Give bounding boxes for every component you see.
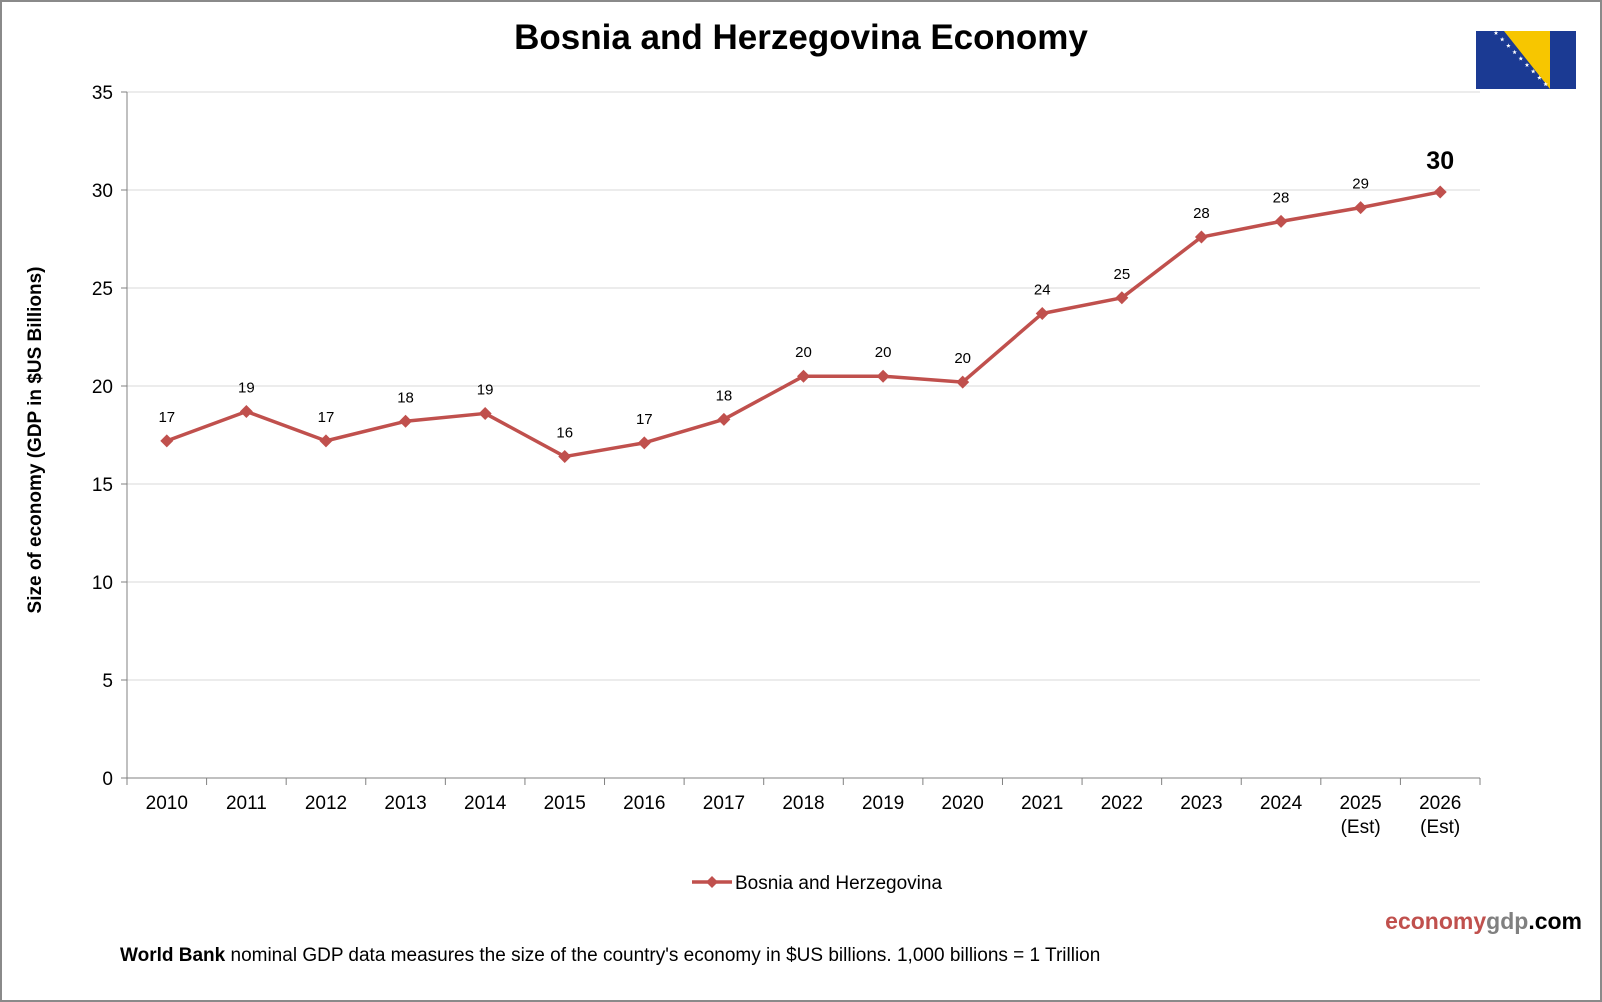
- data-label: 29: [1352, 176, 1369, 193]
- flag-star-icon: [1518, 56, 1524, 61]
- data-label: 20: [875, 344, 892, 361]
- data-point: [1115, 291, 1129, 305]
- data-label: 17: [318, 409, 335, 426]
- x-tick-label: 2012: [305, 793, 347, 814]
- x-tick-label: 2010: [146, 793, 188, 814]
- data-label: 28: [1273, 189, 1290, 206]
- flag-star-icon: [1530, 69, 1536, 74]
- x-tick-label: 2023: [1180, 793, 1222, 814]
- flag-stars: [1493, 31, 1548, 87]
- x-tick-label: 2017: [703, 793, 745, 814]
- x-tick-label: 2013: [384, 793, 426, 814]
- chart-title: Bosnia and Herzegovina Economy: [514, 18, 1088, 57]
- bosnia-flag-icon: [1476, 31, 1576, 89]
- data-label: 19: [238, 379, 255, 396]
- data-point: [399, 414, 413, 428]
- x-tick-label: 2025 (Est): [1339, 793, 1381, 838]
- flag-star-icon: [1512, 49, 1517, 55]
- data-point: [1433, 185, 1447, 199]
- data-label: 17: [158, 409, 175, 426]
- data-label: 17: [636, 411, 653, 428]
- x-tick-label: 2014: [464, 793, 507, 814]
- data-label: 20: [795, 344, 812, 361]
- data-point: [717, 412, 731, 426]
- y-tick-label: 20: [92, 377, 113, 398]
- data-point: [558, 450, 572, 464]
- y-tick-label: 25: [92, 279, 113, 300]
- data-point: [239, 404, 253, 418]
- x-tick-label: 2015: [544, 793, 586, 814]
- data-point: [319, 434, 333, 448]
- x-tick-label: 2026 (Est): [1419, 793, 1461, 838]
- flag-triangle: [1504, 31, 1550, 89]
- brand-part-economy: economy: [1385, 908, 1487, 934]
- data-label: 28: [1193, 205, 1210, 222]
- data-point: [1194, 230, 1208, 244]
- data-label: 25: [1114, 266, 1131, 283]
- data-point: [876, 369, 890, 383]
- y-tick-label: 5: [102, 671, 113, 692]
- data-point: [478, 406, 492, 420]
- data-point: [797, 369, 810, 383]
- flag-star-icon: [1493, 31, 1499, 35]
- data-label: 20: [954, 350, 971, 367]
- series-line: [166, 190, 1441, 459]
- flag-star-icon: [1506, 43, 1511, 48]
- x-tick-label: 2011: [226, 793, 267, 814]
- y-tick-label: 10: [92, 573, 113, 594]
- legend-marker: [706, 876, 718, 888]
- y-tick-label: 0: [102, 769, 113, 790]
- flag-star-icon: [1543, 81, 1548, 87]
- y-tick-label: 35: [92, 83, 113, 104]
- flag-star-icon: [1537, 75, 1542, 80]
- data-label: 24: [1034, 281, 1051, 298]
- data-point: [1035, 306, 1049, 320]
- data-label: 16: [556, 425, 573, 442]
- x-tick-label: 2024: [1260, 793, 1303, 814]
- x-tick-label: 2019: [862, 793, 904, 814]
- data-label: 18: [716, 387, 733, 404]
- flag-star-icon: [1524, 62, 1530, 67]
- x-tick-label: 2016: [623, 793, 665, 814]
- data-label: 18: [397, 389, 414, 406]
- footnote: World Bank nominal GDP data measures the…: [120, 945, 1100, 967]
- flag-star-icon: [1499, 37, 1505, 42]
- y-axis-title: Size of economy (GDP in $US Billions): [25, 267, 46, 614]
- data-point: [956, 375, 970, 389]
- x-tick-label: 2018: [782, 793, 824, 814]
- footnote-text: nominal GDP data measures the size of th…: [225, 945, 1101, 966]
- x-tick-label: 2020: [942, 793, 984, 814]
- brand-part-gdp: gdp: [1486, 908, 1529, 934]
- data-point: [160, 434, 174, 448]
- data-label: 30: [1426, 147, 1454, 175]
- x-tick-label: 2022: [1101, 793, 1143, 814]
- data-point: [1274, 214, 1288, 228]
- data-point: [637, 436, 651, 450]
- y-tick-label: 15: [92, 475, 113, 496]
- data-point: [1354, 201, 1368, 215]
- y-tick-label: 30: [92, 181, 113, 202]
- footnote-source: World Bank: [120, 945, 226, 966]
- brand-part-com: .com: [1528, 908, 1582, 934]
- brand-logo: economygdp.com: [1385, 908, 1582, 935]
- data-label: 19: [477, 381, 494, 398]
- legend-label: Bosnia and Herzegovina: [735, 873, 942, 894]
- x-tick-label: 2021: [1021, 793, 1063, 814]
